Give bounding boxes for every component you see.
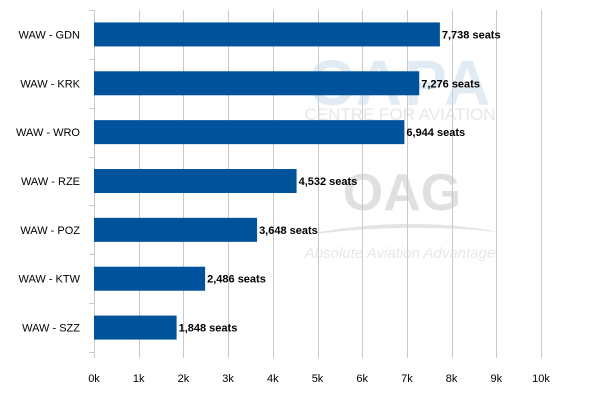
data-label: 7,738 seats <box>442 29 501 41</box>
bar <box>94 217 258 242</box>
oag-watermark: OAG <box>343 164 461 222</box>
data-label: 1,848 seats <box>179 323 238 335</box>
x-tick-label: 6k <box>356 373 368 385</box>
bar <box>94 22 440 47</box>
bars-group: 7,738 seats 7,276 seats 6,944 seats 4,532 s… <box>94 22 501 340</box>
bar <box>94 266 206 291</box>
x-tick-label: 8k <box>446 373 458 385</box>
data-label: 3,648 seats <box>259 225 318 237</box>
category-label: WAW - SZZ <box>22 323 80 335</box>
data-label: 6,944 seats <box>406 127 465 139</box>
category-label: WAW - WRO <box>16 127 80 139</box>
oag-swoosh-icon <box>300 223 500 236</box>
category-label: WAW - KTW <box>19 274 81 286</box>
x-tick-label: 4k <box>267 373 279 385</box>
x-tick-label: 1k <box>133 373 145 385</box>
axis-group: 0k 1k 2k 3k 4k 5k 6k 7k 8k 9k 10k WAW - GDN WAW - KR… <box>16 10 550 385</box>
x-tick-label: 0k <box>88 373 100 385</box>
x-tick-label: 9k <box>490 373 502 385</box>
category-label: WAW - RZE <box>21 176 80 188</box>
x-tick-label: 3k <box>222 373 234 385</box>
bar <box>94 169 297 193</box>
capa-subtitle-watermark: CENTRE FOR AVIATION <box>304 105 495 124</box>
data-label: 7,276 seats <box>421 78 480 90</box>
bar <box>94 315 177 340</box>
x-tick-label: 10k <box>532 373 550 385</box>
data-label: 2,486 seats <box>207 274 266 286</box>
x-tick-label: 2k <box>178 373 190 385</box>
data-label: 4,532 seats <box>299 176 358 188</box>
category-label: WAW - KRK <box>20 78 80 90</box>
bar <box>94 120 405 145</box>
bar <box>94 71 420 96</box>
category-label: WAW - POZ <box>20 225 80 237</box>
x-tick-label: 5k <box>312 373 324 385</box>
oag-tagline-watermark: Absolute Aviation Advantage <box>304 245 495 262</box>
category-label: WAW - GDN <box>18 29 80 41</box>
x-tick-label: 7k <box>401 373 413 385</box>
